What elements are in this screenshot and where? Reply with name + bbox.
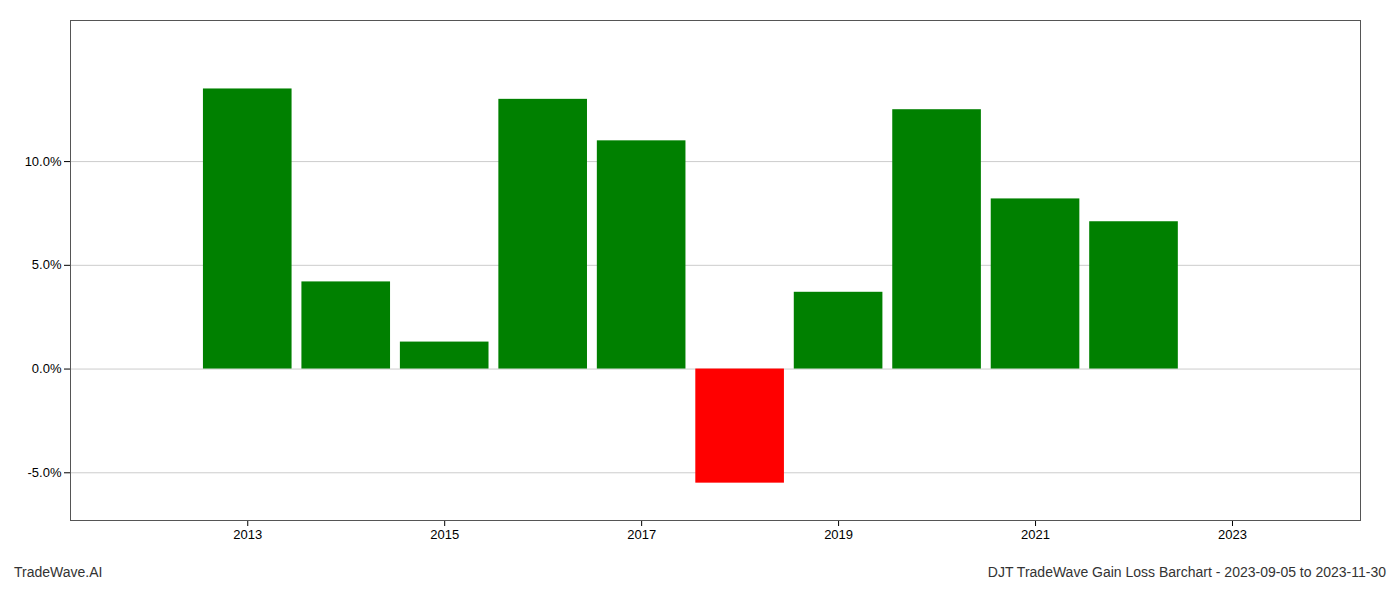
svg-text:0.0%: 0.0%	[32, 361, 62, 376]
html-text:DJT TradeWave Gain Loss Barcha: DJT TradeWave Gain Loss Barchart - 2023-…	[987, 564, 1386, 580]
svg-text:2015: 2015	[430, 527, 459, 542]
svg-text:2017: 2017	[627, 527, 656, 542]
svg-text:2013: 2013	[233, 527, 262, 542]
svg-text:2019: 2019	[824, 527, 853, 542]
svg-text:10.0%: 10.0%	[25, 154, 62, 169]
svg-text:2021: 2021	[1021, 527, 1050, 542]
svg-text:5.0%: 5.0%	[32, 257, 62, 272]
html-text:TradeWave.AI: TradeWave.AI	[14, 564, 103, 580]
svg-text:2023: 2023	[1218, 527, 1247, 542]
svg-text:-5.0%: -5.0%	[28, 465, 62, 480]
